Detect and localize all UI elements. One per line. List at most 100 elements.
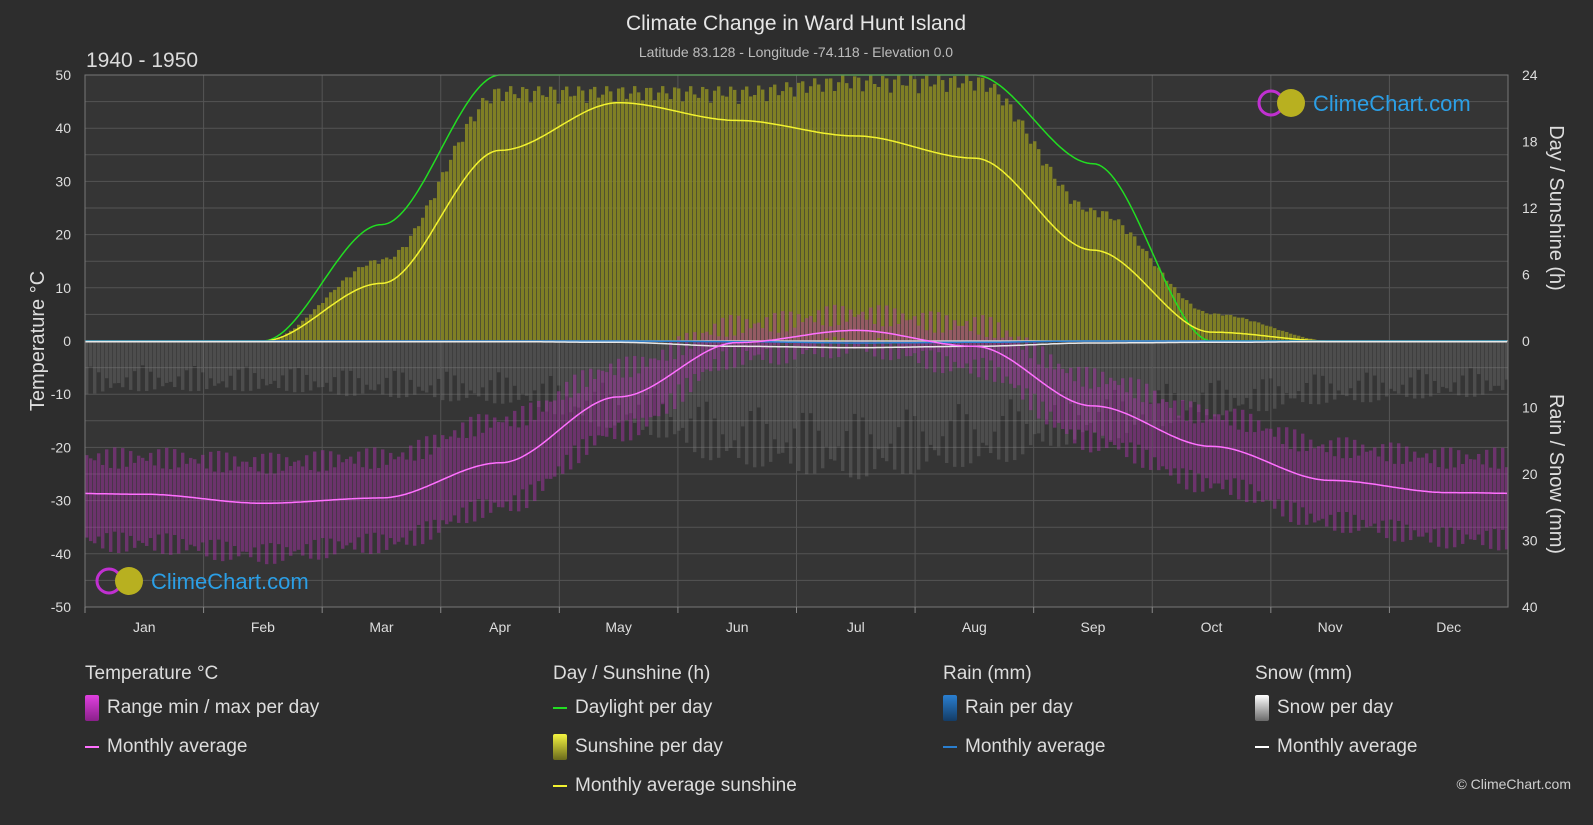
temp-range-bar	[701, 332, 705, 373]
sunshine-bar	[381, 259, 385, 341]
temp-range-bar	[633, 356, 637, 419]
snow-bar	[305, 341, 309, 375]
snow-bar	[505, 341, 509, 378]
temp-range-bar	[777, 332, 781, 365]
temp-range-bar	[481, 432, 485, 518]
snow-bar	[1417, 341, 1421, 370]
left-tick-label: 50	[55, 67, 71, 83]
snow-bar	[1221, 341, 1225, 416]
temp-range-bar	[1061, 368, 1065, 430]
sunshine-bar	[701, 86, 705, 341]
sunshine-avg-swatch	[553, 784, 567, 787]
snow-bar	[469, 341, 473, 391]
snow-bar	[1293, 341, 1297, 399]
snow-bar	[985, 341, 989, 446]
temp-range-bar	[1101, 371, 1105, 436]
sunshine-bar	[1201, 310, 1205, 341]
sunshine-bar	[797, 82, 801, 341]
sunshine-bar	[585, 102, 589, 341]
temp-range-bar	[477, 414, 481, 500]
temp-range-bar	[501, 422, 505, 508]
snow-bar	[1297, 341, 1301, 392]
snow-bar	[373, 341, 377, 391]
snow-bar	[953, 341, 957, 467]
sunshine-bar	[389, 259, 393, 341]
snow-bar	[509, 341, 513, 403]
snow-bar	[89, 341, 93, 367]
snow-bar	[573, 341, 577, 407]
sunshine-bar	[853, 76, 857, 341]
sunshine-bar	[601, 94, 605, 341]
sunshine-bar	[565, 86, 569, 341]
temp-range-bar	[1257, 420, 1261, 492]
legend-temp-range: Range min / max per day	[85, 688, 319, 727]
sunshine-bar	[633, 86, 637, 341]
sunshine-bar	[1049, 166, 1053, 341]
legend-rain-per-day-label: Rain per day	[965, 696, 1073, 718]
snow-bar	[809, 341, 813, 414]
temp-range-bar	[397, 456, 401, 542]
snow-bar	[1009, 341, 1013, 400]
snow-bar	[193, 341, 197, 367]
temp-range-bar	[1129, 377, 1133, 443]
sunshine-bar	[649, 87, 653, 341]
sunshine-bar	[1089, 207, 1093, 341]
snow-bar	[669, 341, 673, 418]
legend-temp-range-label: Range min / max per day	[107, 696, 320, 718]
temp-range-bar	[609, 363, 613, 428]
legend: Temperature °C Range min / max per day M…	[0, 660, 1593, 810]
snow-bar	[477, 341, 481, 397]
snow-bar	[793, 341, 797, 429]
snow-bar	[1393, 341, 1397, 392]
snow-bar	[169, 341, 173, 382]
snow-bar	[205, 341, 209, 390]
sunshine-bar	[993, 83, 997, 342]
snow-bar	[189, 341, 193, 392]
sunshine-bar	[757, 85, 761, 341]
temp-range-bar	[1017, 336, 1021, 386]
temp-range-bar	[517, 427, 521, 512]
snow-bar	[805, 341, 809, 475]
sunshine-bar	[781, 91, 785, 341]
sunshine-bar	[1225, 314, 1229, 341]
temp-range-bar	[1205, 409, 1209, 479]
sunshine-bar	[1217, 313, 1221, 341]
sunshine-bar	[593, 86, 597, 341]
snow-bar	[997, 341, 1001, 460]
snow-bar	[1449, 341, 1453, 392]
sunshine-bar	[737, 103, 741, 342]
sunshine-bar	[545, 96, 549, 341]
snow-bar	[1237, 341, 1241, 406]
sunshine-bar	[1169, 283, 1173, 341]
sunshine-bar	[1161, 272, 1165, 341]
sunshine-bar	[665, 93, 669, 341]
sunshine-bar	[477, 109, 481, 341]
logo-top-text: ClimeChart.com	[1313, 91, 1471, 116]
sunshine-bar	[425, 205, 429, 341]
snow-bar	[1169, 341, 1173, 424]
sunshine-bar	[461, 141, 465, 341]
snow-bar	[913, 341, 917, 417]
temp-range-bar	[1497, 468, 1501, 551]
snow-bar	[121, 341, 125, 388]
sunshine-bar	[1061, 184, 1065, 341]
temp-range-bar	[229, 470, 233, 560]
month-tick-label: May	[605, 619, 631, 635]
temp-range-bar	[661, 349, 665, 405]
snow-bar	[1365, 341, 1369, 373]
temp-range-bar	[697, 340, 701, 381]
snow-bar	[1117, 341, 1121, 439]
temp-range-bar	[993, 337, 997, 382]
snow-bar	[753, 341, 757, 468]
temp-range-bar	[1097, 387, 1101, 451]
temp-range-bar	[357, 451, 361, 538]
sunshine-bar	[605, 86, 609, 341]
temp-range-bar	[773, 313, 777, 345]
temp-range-bar	[329, 451, 333, 539]
temp-range-bar	[409, 445, 413, 531]
snow-bar	[277, 341, 281, 389]
sunshine-bar	[721, 95, 725, 341]
sunshine-bar	[1033, 141, 1037, 341]
snow-bar	[749, 341, 753, 412]
temp-range-bar	[873, 323, 877, 357]
